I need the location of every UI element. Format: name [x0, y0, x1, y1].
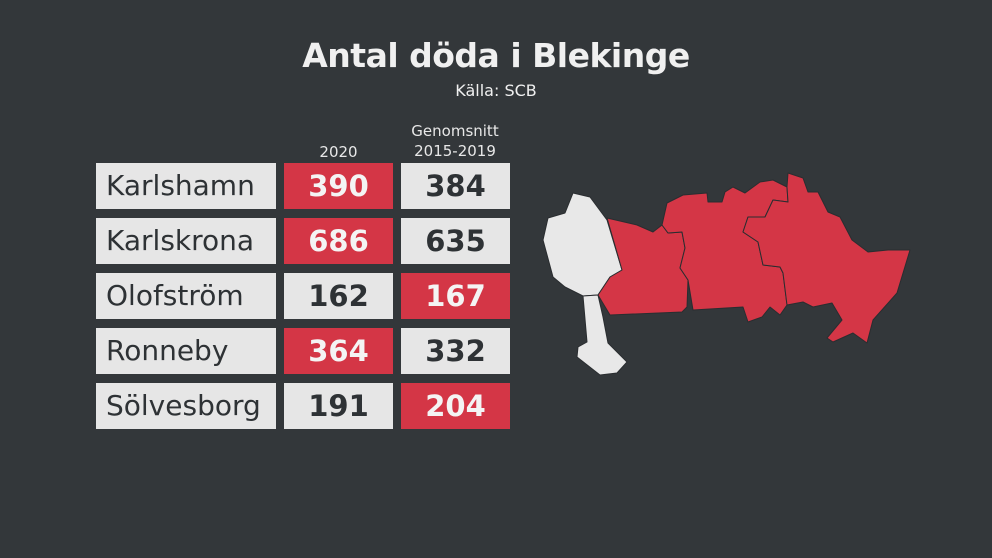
column-header-average-line2: 2015-2019	[414, 142, 496, 160]
value-average-2015-2019: 167	[401, 273, 510, 319]
municipality-name: Ronneby	[96, 328, 276, 374]
value-average-2015-2019: 635	[401, 218, 510, 264]
value-average-2015-2019: 204	[401, 383, 510, 429]
column-header-2020: 2020	[319, 143, 358, 161]
municipality-name: Sölvesborg	[96, 383, 276, 429]
value-2020: 390	[284, 163, 393, 209]
value-2020: 364	[284, 328, 393, 374]
municipality-name: Karlshamn	[96, 163, 276, 209]
map-region-karlskrona	[742, 172, 911, 344]
value-average-2015-2019: 384	[401, 163, 510, 209]
column-header-average-line1: Genomsnitt	[411, 122, 499, 140]
value-2020: 162	[284, 273, 393, 319]
value-2020: 191	[284, 383, 393, 429]
value-2020: 686	[284, 218, 393, 264]
municipality-name: Olofström	[96, 273, 276, 319]
municipality-name: Karlskrona	[96, 218, 276, 264]
source-label: Källa: SCB	[455, 81, 537, 100]
chart-title: Antal döda i Blekinge	[302, 36, 690, 75]
map-region-solvesborg-south	[576, 294, 628, 376]
value-average-2015-2019: 332	[401, 328, 510, 374]
